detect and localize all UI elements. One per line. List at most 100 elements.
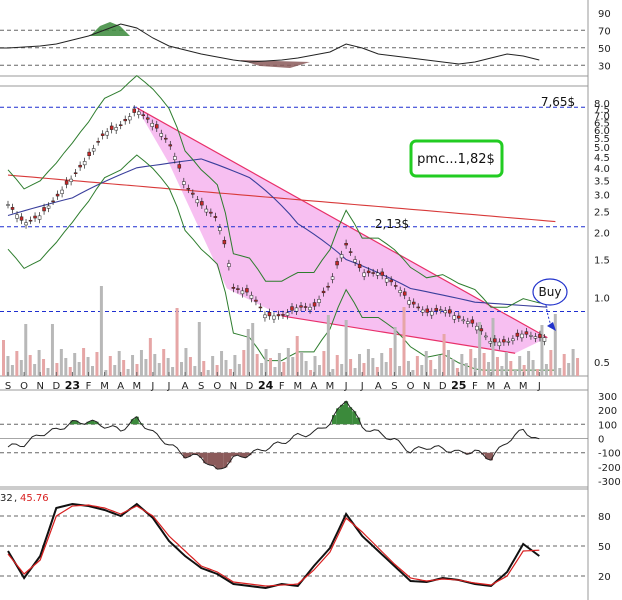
cci-line [7, 400, 540, 470]
volume-bar [482, 353, 486, 376]
x-month-label: J [150, 381, 154, 392]
volume-bar [251, 323, 255, 376]
volume-bar [148, 338, 152, 376]
volume-bar [504, 352, 508, 376]
candle-body [303, 306, 308, 308]
cci-positive-fill [70, 401, 361, 425]
volume-bar [389, 348, 393, 376]
volume-bar [313, 356, 317, 376]
volume-bar [402, 307, 406, 376]
x-month-label: O [407, 381, 415, 392]
candle-body [60, 189, 64, 194]
candle-body [24, 222, 28, 226]
candle-body [416, 306, 420, 309]
candle-body [515, 332, 520, 337]
volume-bar [393, 327, 397, 376]
candle-body [294, 307, 299, 312]
volume-bar [162, 349, 166, 376]
candle-body [493, 338, 497, 343]
candle-body [533, 336, 538, 339]
candle-body [249, 295, 254, 299]
cci-y-tick-label: 0 [598, 435, 604, 446]
price-y-tick-label: 1.0 [594, 293, 610, 304]
x-month-label: M [132, 381, 141, 392]
volume-bar [99, 286, 103, 376]
cci-y-tick-label: 200 [598, 406, 617, 417]
candle-body [443, 310, 448, 314]
candle-body [393, 285, 398, 287]
x-month-label: N [36, 381, 43, 392]
volume-bar [228, 369, 232, 376]
candle-body [28, 219, 33, 222]
candle-body [263, 314, 267, 319]
candle-body [6, 204, 10, 206]
mid-moving-average [7, 158, 548, 308]
volume-bar [108, 356, 112, 376]
candle-body [123, 119, 127, 122]
top-negative-fill [240, 60, 310, 68]
volume-bar [113, 365, 117, 376]
stoch-legend: 32 , 45.76 [0, 493, 49, 504]
candle-body [524, 331, 529, 335]
candle-body [204, 208, 209, 213]
volume-bar [10, 365, 14, 376]
volume-bar [273, 367, 277, 376]
x-month-label: D [439, 381, 447, 392]
cci-y-tick-label: -300 [598, 477, 621, 488]
candle-body [506, 341, 511, 343]
candle-body [91, 148, 96, 152]
volume-bar [300, 352, 304, 376]
price-y-tick-label: 2.5 [594, 208, 610, 219]
candle-body [231, 286, 236, 289]
volume-bar [335, 355, 339, 376]
candle-body [258, 306, 263, 309]
cci-y-tick-label: 100 [598, 420, 617, 431]
x-month-label: N [230, 381, 237, 392]
volume-bar [455, 368, 459, 376]
candle-body [290, 306, 294, 311]
candle-body [64, 180, 69, 185]
candle-body [529, 335, 533, 337]
x-month-label: 23 [65, 379, 80, 392]
top-oscillator-line [0, 23, 540, 65]
volume-bar [246, 329, 250, 376]
stoch-legend-d-value: 45.76 [20, 493, 49, 504]
x-month-label: J [360, 381, 364, 392]
volume-bar [371, 358, 375, 376]
price-y-tick-label: 0.5 [594, 358, 610, 369]
candle-body [10, 207, 15, 210]
candle-body [132, 108, 136, 113]
stoch-series-line-1 [7, 504, 540, 587]
volume-bar [82, 348, 86, 376]
volume-bar [544, 364, 548, 376]
candle-body [150, 123, 155, 127]
stoch-y-tick-label: 80 [598, 512, 611, 523]
candle-body [209, 211, 213, 214]
candle-body [479, 328, 484, 332]
top-positive-fill [90, 22, 130, 36]
x-month-label: A [375, 381, 382, 392]
volume-bar [491, 318, 495, 376]
volume-bar [518, 356, 522, 376]
volume-bar [122, 360, 126, 376]
price-y-tick-label: 6.0 [594, 126, 610, 137]
volume-bar [6, 356, 10, 376]
volume-bar [344, 320, 348, 376]
volume-bar [549, 350, 553, 376]
candle-body [326, 285, 330, 288]
candle-body [511, 338, 515, 341]
volume-bar [171, 367, 175, 376]
x-month-label: M [519, 381, 528, 392]
stoch-y-tick-label: 50 [598, 542, 611, 553]
candle-body [96, 141, 100, 143]
pmc-annotation: pmc...1,82$ [409, 139, 504, 178]
x-month-label: M [293, 381, 302, 392]
wedge-fill [136, 107, 548, 354]
candle-body [457, 315, 461, 319]
volume-bar [473, 358, 477, 376]
upper-band [7, 74, 556, 308]
volume-bar [406, 361, 410, 376]
price-y-tick-label: 4.5 [594, 153, 610, 164]
volume-bar [464, 363, 468, 376]
candle-body [109, 125, 114, 130]
